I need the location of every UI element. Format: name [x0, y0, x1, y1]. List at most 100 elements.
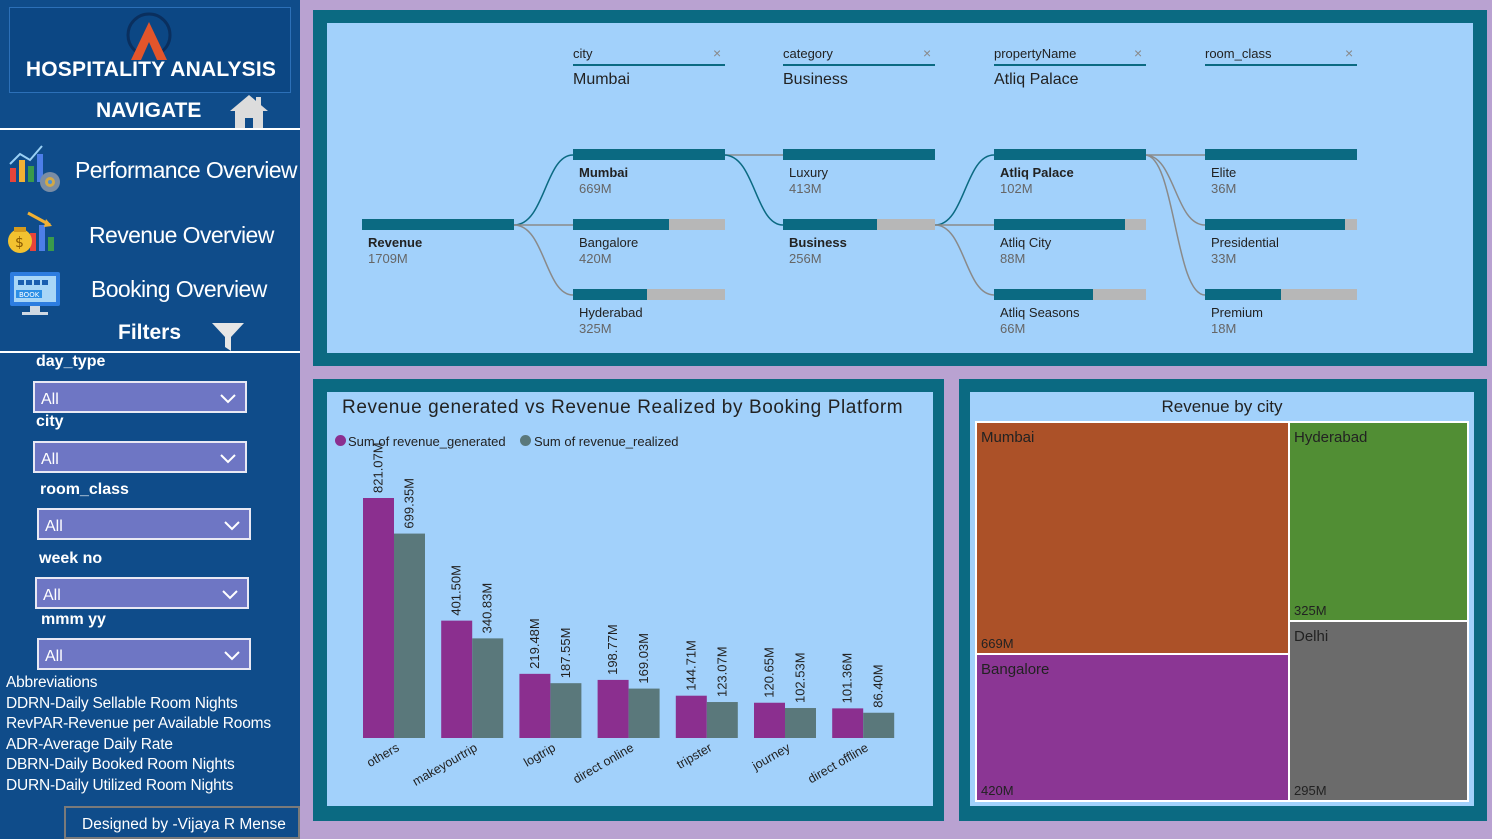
node-fill: [1205, 149, 1357, 160]
tree-node-atliq-city-bar[interactable]: [994, 219, 1146, 230]
filter-week-no-dropdown[interactable]: All: [35, 577, 249, 609]
treemap-cell-name: Delhi: [1294, 628, 1329, 645]
tree-node-atliq-palace-bar[interactable]: [994, 149, 1146, 160]
bar-direct-online-generated[interactable]: [597, 679, 629, 738]
tree-node-root-bar[interactable]: [362, 219, 514, 230]
chevron-down-icon: [224, 521, 240, 531]
bar-others-generated[interactable]: [363, 498, 394, 738]
home-icon[interactable]: [228, 93, 270, 129]
logo-box: HOSPITALITY ANALYSIS: [9, 7, 291, 93]
bar-data-label: 123.07M: [714, 646, 729, 697]
bar-tripster-realized[interactable]: [706, 702, 738, 738]
legend-swatch-generated: [335, 435, 346, 446]
close-icon[interactable]: ×: [923, 45, 932, 61]
treemap-cell-value: 420M: [981, 783, 1014, 798]
treemap-cell-mumbai[interactable]: Mumbai 669M: [975, 421, 1290, 655]
bar-logtrip-generated[interactable]: [519, 673, 551, 738]
bar-direct-offline-realized[interactable]: [863, 712, 895, 738]
dropdown-value: All: [41, 451, 59, 468]
node-fill: [994, 149, 1146, 160]
tree-node-bangalore-bar[interactable]: [573, 219, 725, 230]
filter-room-class-dropdown[interactable]: All: [37, 508, 251, 540]
header-underline: [994, 64, 1146, 66]
bar-data-label: 219.48M: [527, 618, 542, 669]
header-field-room-class: room_class: [1205, 46, 1272, 61]
close-icon[interactable]: ×: [1345, 45, 1354, 61]
brand-logo-icon: [126, 12, 172, 60]
tree-node-premium-bar[interactable]: [1205, 289, 1357, 300]
abbreviation-item: ADR-Average Daily Rate: [6, 736, 173, 753]
svg-text:BOOK: BOOK: [19, 291, 40, 299]
credit-text: Designed by -Vijaya R Mense: [82, 816, 286, 833]
tree-node-atliq-seasons-bar[interactable]: [994, 289, 1146, 300]
tree-node-business-bar[interactable]: [783, 219, 935, 230]
bar-data-label: 340.83M: [480, 583, 495, 634]
header-field-city: city: [573, 46, 593, 61]
abbreviation-item: DURN-Daily Utilized Room Nights: [6, 777, 234, 794]
treemap-cell-name: Mumbai: [981, 429, 1035, 446]
filter-day-type-dropdown[interactable]: All: [33, 381, 247, 413]
tree-node-value: 36M: [1211, 181, 1237, 196]
bar-direct-online-realized[interactable]: [628, 688, 660, 738]
bar-direct-offline-generated[interactable]: [832, 708, 864, 738]
bar-data-label: 144.71M: [683, 640, 698, 691]
bar-makeyourtrip-generated[interactable]: [441, 620, 473, 738]
bar-logtrip-realized[interactable]: [550, 683, 582, 738]
nav-booking-overview[interactable]: BOOK Booking Overview: [0, 262, 300, 322]
header-field-property-name: propertyName: [994, 46, 1077, 61]
tree-node-name: Bangalore: [579, 235, 639, 250]
bar-others-realized[interactable]: [394, 533, 425, 738]
bar-tripster-generated[interactable]: [675, 695, 707, 738]
chevron-down-icon: [222, 590, 238, 600]
tree-node-value: 18M: [1211, 321, 1237, 336]
bar-makeyourtrip-realized[interactable]: [472, 638, 504, 738]
legend-label-realized: Sum of revenue_realized: [534, 434, 679, 449]
close-icon[interactable]: ×: [1134, 45, 1143, 61]
tree-node-value: 256M: [789, 251, 822, 266]
tree-node-value: 1709M: [368, 251, 408, 266]
tree-node-hyderabad-bar[interactable]: [573, 289, 725, 300]
header-underline: [573, 64, 725, 66]
chart-title: Revenue generated vs Revenue Realized by…: [342, 397, 904, 418]
node-fill: [362, 219, 514, 230]
tree-node-elite-bar[interactable]: [1205, 149, 1357, 160]
filter-mmm-yy-dropdown[interactable]: All: [37, 638, 251, 670]
dropdown-value: All: [45, 518, 63, 535]
header-underline: [783, 64, 935, 66]
bar-data-label: 101.36M: [840, 653, 855, 704]
tree-node-value: 325M: [579, 321, 612, 336]
header-value-property-name: Atliq Palace: [994, 71, 1079, 88]
treemap-cell-hyderabad[interactable]: Hyderabad 325M: [1288, 421, 1469, 622]
tree-node-presidential-bar[interactable]: [1205, 219, 1357, 230]
x-tick-label: logtrip: [521, 740, 558, 769]
legend-swatch-realized: [520, 435, 531, 446]
bar-journey-realized[interactable]: [785, 708, 816, 738]
performance-chart-icon: [9, 145, 60, 192]
booking-monitor-icon: BOOK: [10, 272, 60, 315]
filter-city-dropdown[interactable]: All: [33, 441, 247, 473]
tree-node-mumbai-bar[interactable]: [573, 149, 725, 160]
filter-label-mmm-yy: mmm yy: [41, 611, 106, 628]
nav-label: Booking Overview: [91, 276, 267, 302]
bar-data-label: 401.50M: [449, 565, 464, 616]
tree-node-value: 413M: [789, 181, 822, 196]
tree-node-name: Premium: [1211, 305, 1264, 320]
tree-node-luxury-bar[interactable]: [783, 149, 935, 160]
close-icon[interactable]: ×: [713, 45, 722, 61]
treemap-cell-bangalore[interactable]: Bangalore 420M: [975, 653, 1290, 802]
header-value-city: Mumbai: [573, 71, 630, 88]
tree-node-value: 669M: [579, 181, 612, 196]
sidebar: HOSPITALITY ANALYSIS NAVIGATE Performanc…: [0, 0, 300, 839]
bar-journey-generated[interactable]: [754, 702, 785, 738]
tree-node-name: Business: [789, 235, 847, 250]
node-fill: [994, 219, 1125, 230]
tree-node-value: 88M: [1000, 251, 1026, 266]
revenue-money-icon: $: [8, 211, 54, 253]
tree-node-name: Hyderabad: [579, 305, 643, 320]
treemap-cell-delhi[interactable]: Delhi 295M: [1288, 620, 1469, 802]
nav-performance-overview[interactable]: Performance Overview: [0, 138, 300, 198]
tree-node-name: Elite: [1211, 165, 1237, 180]
nav-revenue-overview[interactable]: $ Revenue Overview: [0, 203, 300, 263]
svg-text:$: $: [15, 235, 24, 251]
tree-node-value: 66M: [1000, 321, 1026, 336]
